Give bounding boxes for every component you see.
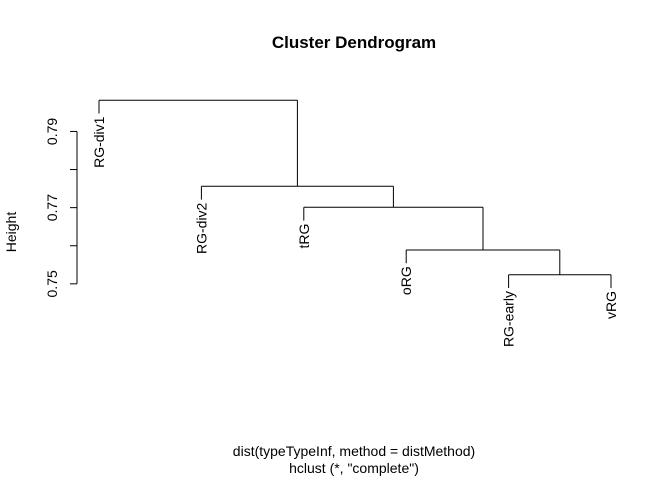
y-tick-label: 0.79 (44, 118, 60, 145)
method-subtitle: hclust (*, "complete") (289, 460, 419, 476)
y-axis: 0.75 0.77 0.79 (44, 118, 78, 297)
y-tick-label: 0.77 (44, 194, 60, 221)
leaf-label: RG-early (501, 291, 517, 347)
leaf-label: RG-div1 (91, 116, 107, 168)
x-axis-label: dist(typeTypeInf, method = distMethod) (233, 443, 475, 459)
leaf-label: RG-div2 (193, 202, 209, 254)
leaf-labels: RG-div1 RG-div2 tRG oRG RG-early vRG (91, 116, 619, 347)
leaf-label: oRG (398, 266, 414, 295)
chart-title: Cluster Dendrogram (272, 33, 436, 52)
dendrogram-branches (98, 99, 612, 289)
leaf-label: vRG (603, 291, 619, 319)
y-tick-label: 0.75 (44, 270, 60, 297)
leaf-label: tRG (296, 224, 312, 249)
y-axis-label: Height (3, 212, 19, 253)
